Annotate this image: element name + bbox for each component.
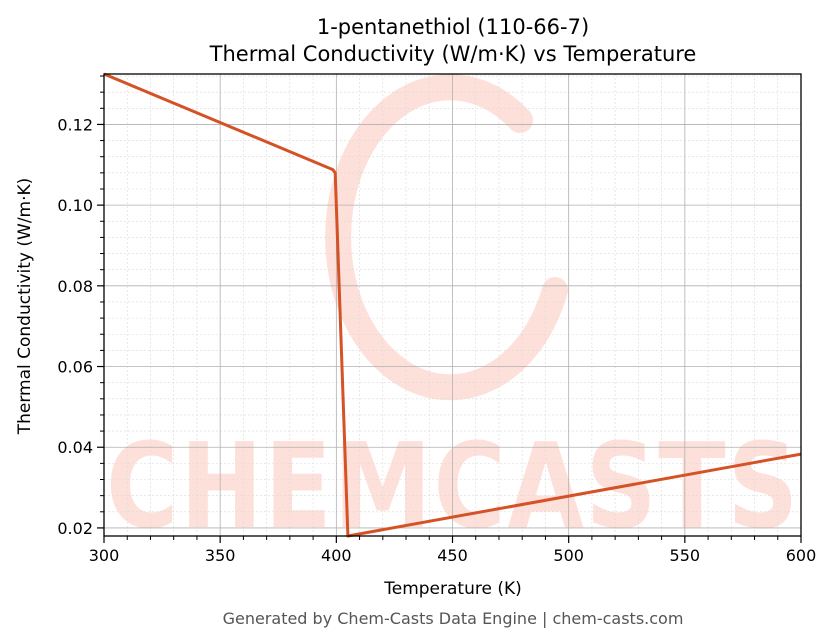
watermark-logo-icon: [325, 74, 568, 401]
watermark-text: CHEMCASTS: [106, 417, 800, 555]
y-ticks: 0.02 0.04 0.06 0.08 0.10 0.12: [57, 75, 104, 538]
chart-title: 1-pentanethiol (110-66-7): [317, 15, 589, 39]
x-tick-label: 400: [321, 546, 352, 565]
x-tick-label: 500: [553, 546, 584, 565]
watermark: CHEMCASTS: [106, 74, 800, 555]
x-axis-label: Temperature (K): [383, 579, 522, 599]
x-tick-label: 350: [205, 546, 236, 565]
x-ticks: 300 350 400 450 500 550 600: [89, 536, 817, 565]
y-tick-label: 0.10: [57, 196, 93, 215]
footer-credit: Generated by Chem-Casts Data Engine | ch…: [223, 609, 684, 628]
x-tick-label: 550: [670, 546, 701, 565]
y-tick-label: 0.08: [57, 277, 93, 296]
series-layer: [103, 72, 802, 538]
x-tick-label: 300: [89, 546, 120, 565]
y-tick-label: 0.04: [57, 438, 93, 457]
series-line: [103, 72, 802, 538]
y-axis-label: Thermal Conductivity (W/m·K): [15, 178, 35, 436]
x-tick-label: 600: [786, 546, 817, 565]
x-tick-label: 450: [437, 546, 468, 565]
chart-subtitle: Thermal Conductivity (W/m·K) vs Temperat…: [209, 42, 697, 66]
y-tick-label: 0.02: [57, 519, 93, 538]
y-tick-label: 0.12: [57, 115, 93, 134]
y-tick-label: 0.06: [57, 358, 93, 377]
